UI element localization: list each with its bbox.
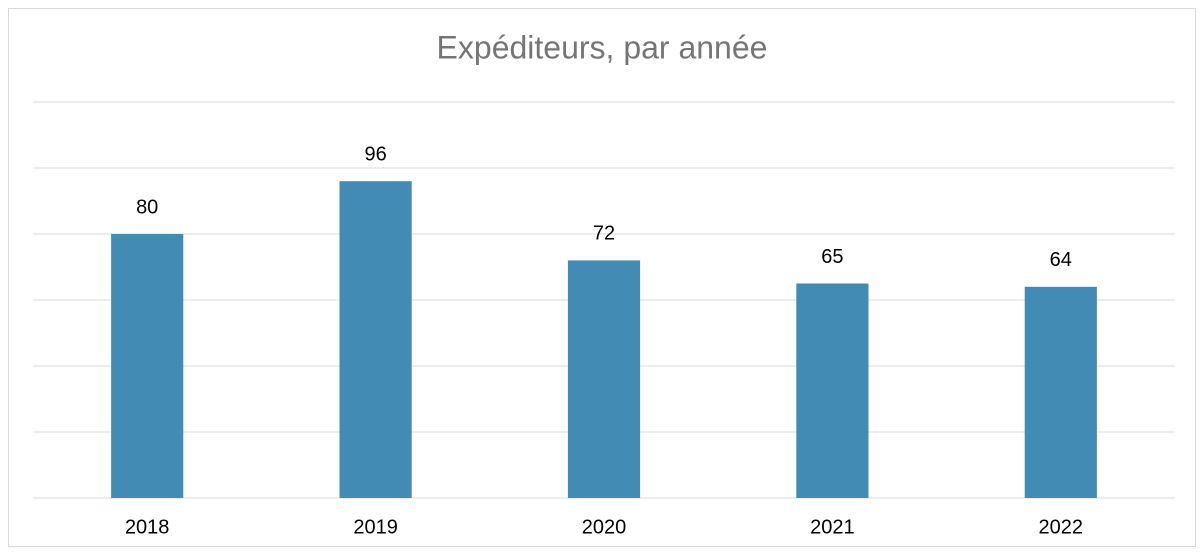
data-label: 64 <box>1050 249 1072 271</box>
bar <box>339 181 412 498</box>
x-tick-label: 2021 <box>810 516 855 538</box>
x-tick-label: 2020 <box>582 516 627 538</box>
data-label: 72 <box>593 223 615 245</box>
data-label: 96 <box>364 143 386 165</box>
bar <box>567 260 641 498</box>
x-tick-label: 2019 <box>353 516 398 538</box>
data-label: 65 <box>821 246 843 268</box>
bar <box>796 283 869 498</box>
bar <box>111 234 184 498</box>
x-tick-label: 2022 <box>1039 516 1084 538</box>
chart-title: Expéditeurs, par année <box>437 29 768 65</box>
x-tick-label: 2018 <box>125 516 170 538</box>
bar <box>1024 286 1097 498</box>
data-label: 80 <box>136 196 158 218</box>
